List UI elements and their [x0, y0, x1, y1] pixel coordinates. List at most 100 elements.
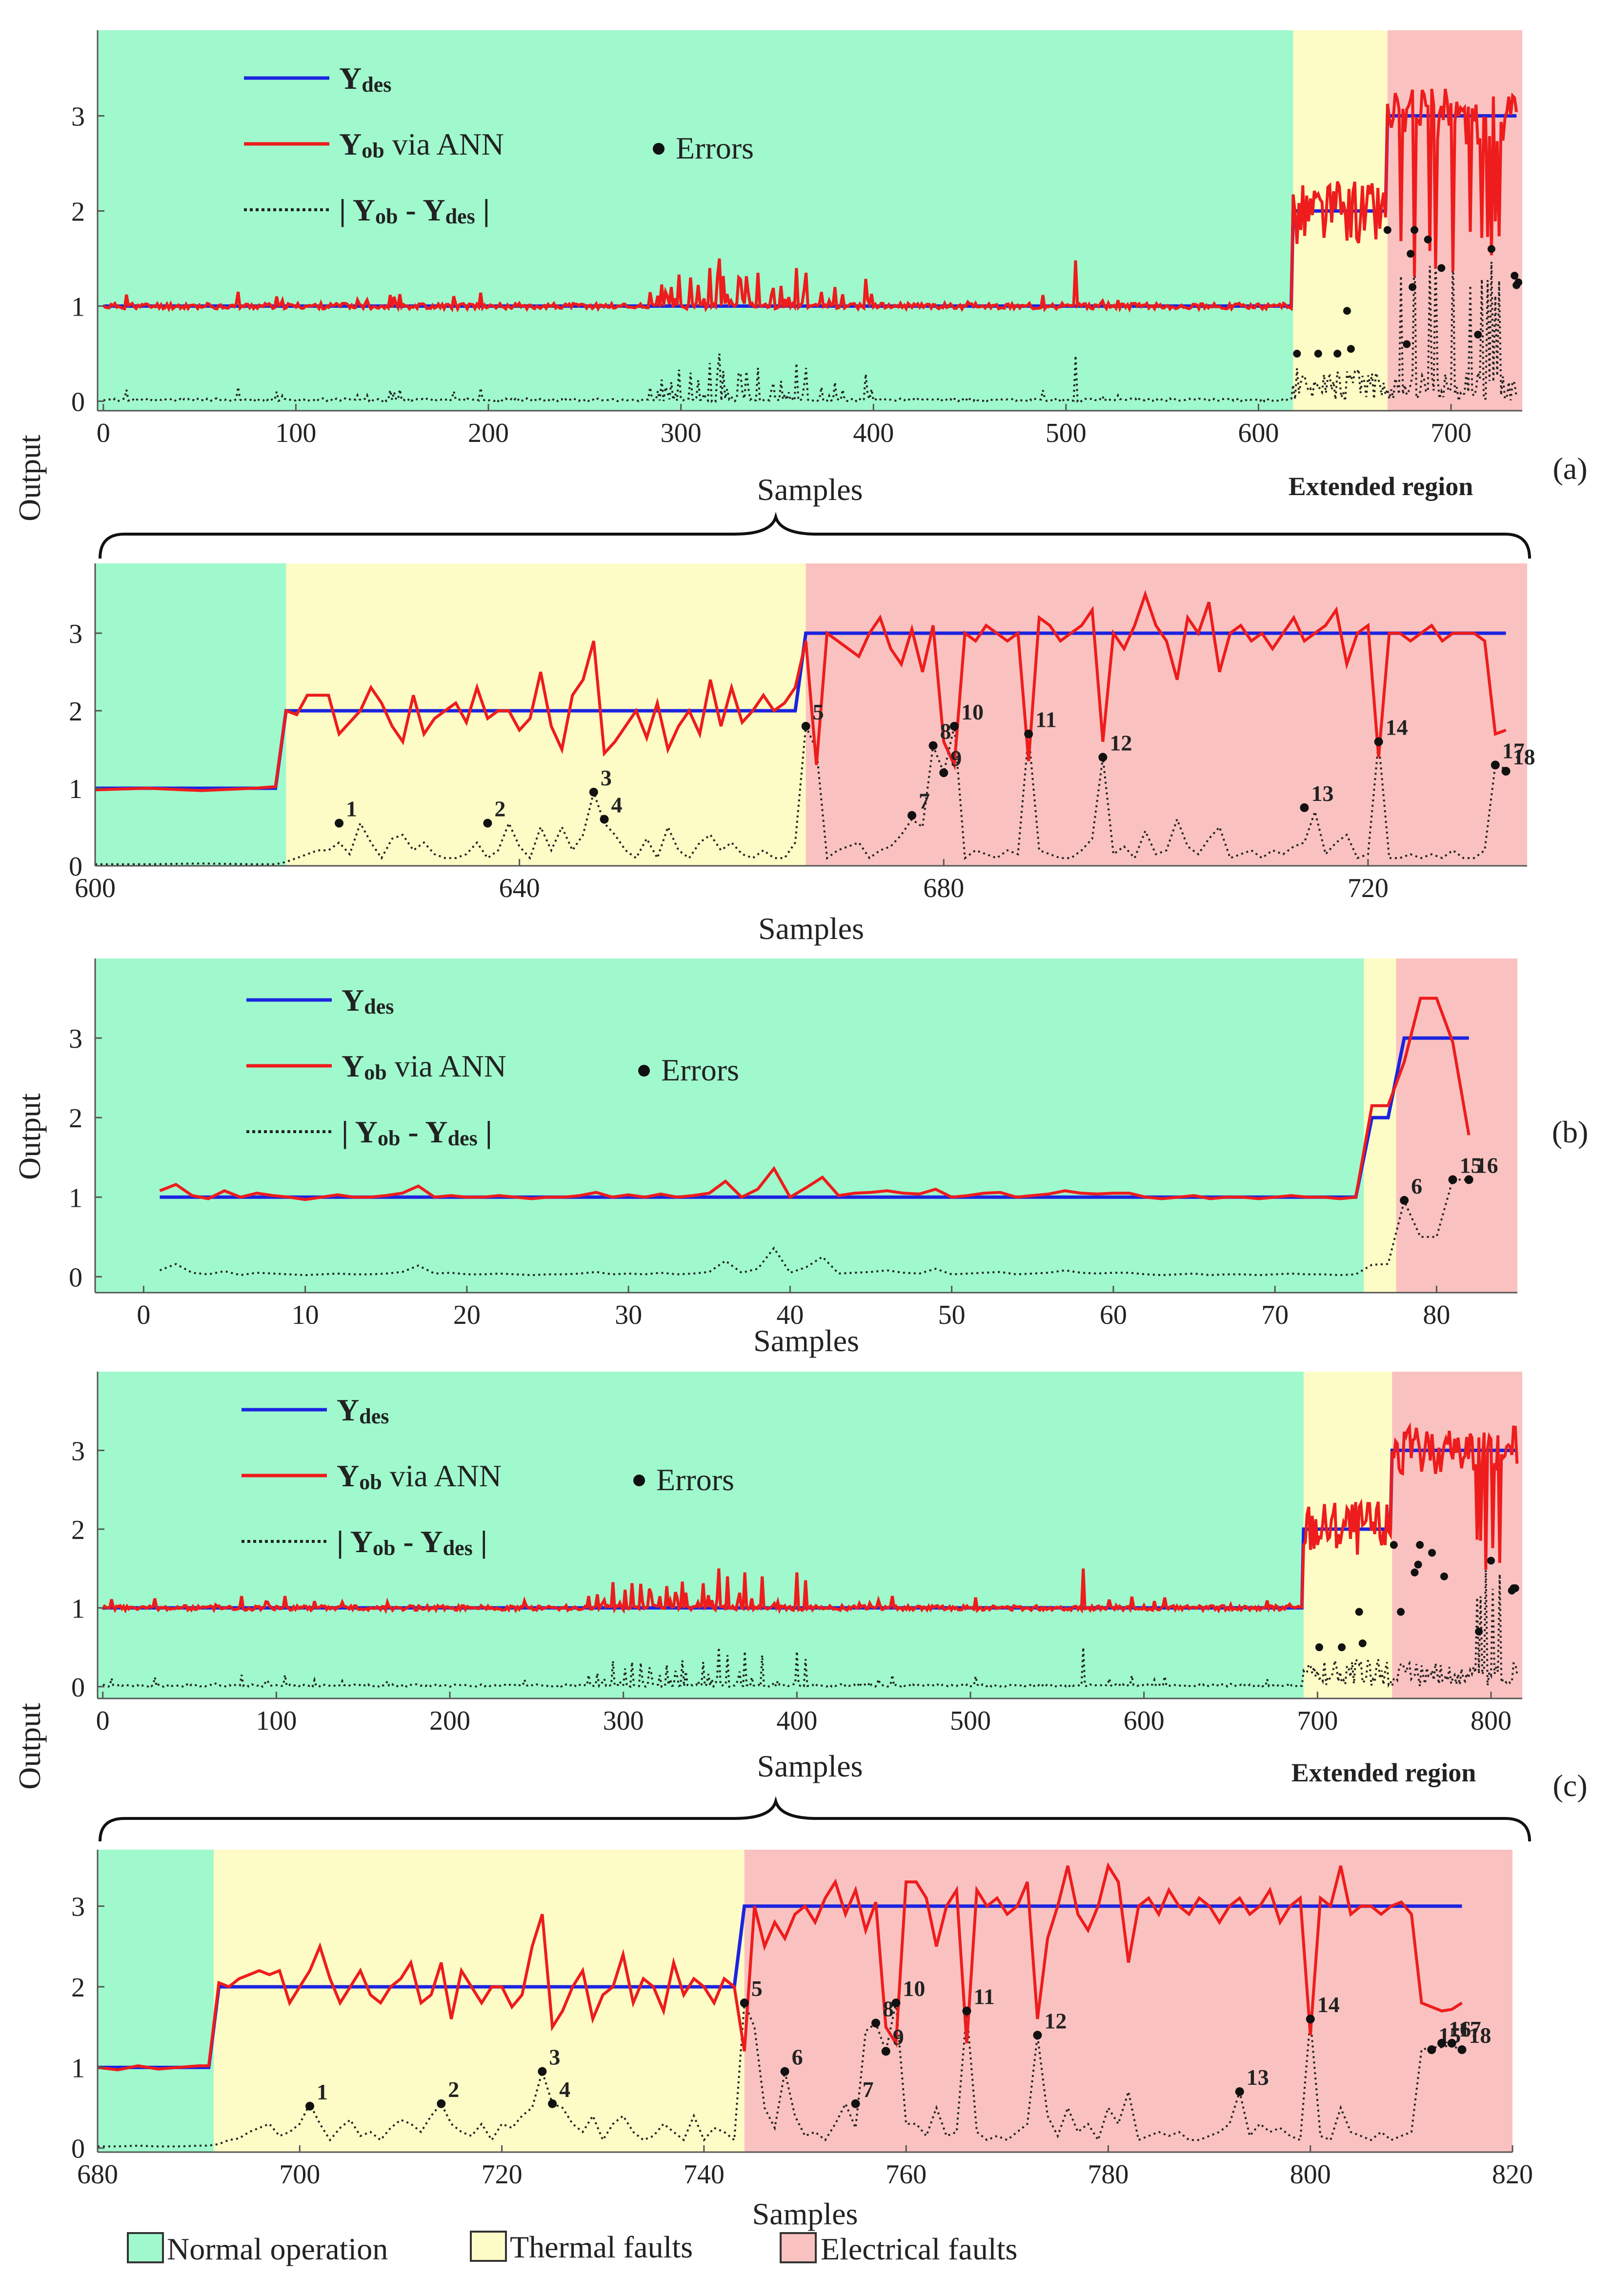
- x-axis-label: Samples: [752, 2196, 858, 2231]
- error-label: 10: [961, 699, 984, 724]
- error-point: [1514, 278, 1523, 286]
- error-point: [1457, 2045, 1467, 2055]
- x-tick-label: 80: [1423, 1300, 1450, 1330]
- y-tick-label: 2: [71, 1973, 85, 2003]
- error-point: [1448, 1175, 1457, 1184]
- error-point: [1428, 1549, 1436, 1557]
- region-electrical: [1396, 958, 1517, 1293]
- x-tick-label: 100: [275, 418, 316, 448]
- y-tick-label: 2: [69, 1103, 82, 1134]
- error-point: [1333, 350, 1342, 358]
- series-abs-error: [102, 1567, 1518, 1690]
- legend-text-abs: | Yob - Ydes |: [342, 1115, 492, 1150]
- error-label: 4: [611, 793, 623, 818]
- error-label: 17: [1502, 738, 1525, 763]
- region-normal: [98, 1850, 214, 2152]
- x-tick-label: 60: [1100, 1300, 1127, 1330]
- y-tick-label: 1: [71, 1594, 85, 1624]
- error-point: [1403, 340, 1411, 348]
- error-point: [881, 2047, 890, 2056]
- error-point: [780, 2067, 789, 2076]
- x-tick-label: 20: [453, 1300, 481, 1330]
- panel-tag-a: (a): [1553, 451, 1587, 486]
- ylabel-a: Output: [12, 435, 47, 521]
- region-normal: [98, 1372, 1304, 1698]
- error-label: 8: [940, 719, 951, 744]
- y-tick-label: 2: [71, 197, 85, 227]
- legend-label-normal: Normal operation: [167, 2232, 388, 2266]
- error-point: [801, 721, 810, 731]
- x-tick-label: 700: [1297, 1706, 1338, 1736]
- x-tick-label: 0: [97, 418, 110, 448]
- x-tick-label: 820: [1492, 2159, 1533, 2190]
- y-tick-label: 3: [71, 1436, 85, 1466]
- error-point: [1464, 1175, 1473, 1184]
- error-point: [1300, 803, 1309, 812]
- error-label: 14: [1317, 1992, 1340, 2017]
- error-label: 9: [950, 746, 962, 771]
- y-tick-label: 0: [69, 852, 82, 882]
- series-abs-error: [95, 722, 1507, 865]
- error-label: 9: [893, 2024, 904, 2049]
- error-point: [1487, 1557, 1495, 1565]
- error-point: [1427, 2045, 1436, 2055]
- region-electrical: [1392, 1372, 1522, 1698]
- error-point: [1437, 2038, 1446, 2048]
- legend-text-y-des: Ydes: [337, 1393, 389, 1428]
- series-y-ob: [97, 1862, 1463, 2072]
- error-label: 18: [1513, 744, 1535, 769]
- x-tick-label: 200: [468, 418, 509, 448]
- brace-a: [99, 512, 1531, 559]
- x-tick-label: 30: [615, 1300, 642, 1330]
- legend-marker-errors: [633, 1475, 645, 1486]
- error-point: [1511, 272, 1519, 280]
- x-tick-label: 10: [292, 1300, 319, 1330]
- series-y-ob: [95, 590, 1507, 792]
- error-point: [928, 741, 938, 750]
- panel-tag-b: (b): [1552, 1115, 1589, 1149]
- x-tick-label: 40: [776, 1300, 804, 1330]
- legend-text-errors: Errors: [656, 1462, 734, 1497]
- error-point: [1416, 1541, 1424, 1549]
- x-tick-label: 700: [1431, 418, 1472, 448]
- y-tick-label: 3: [71, 102, 85, 132]
- error-point: [1407, 250, 1415, 258]
- error-point: [1024, 729, 1033, 739]
- error-point: [1437, 264, 1446, 272]
- x-tick-label: 400: [776, 1706, 817, 1736]
- panel-c-full: 0 1 2 3 0 100 200 300 400 500 600 700 800 Samples Ydes…: [71, 1372, 1522, 1783]
- x-axis-label: Samples: [758, 911, 864, 946]
- x-tick-label: 780: [1088, 2159, 1129, 2190]
- error-point: [962, 2006, 971, 2016]
- series-abs-error: [159, 1178, 1469, 1277]
- y-tick-label: 3: [69, 619, 82, 649]
- error-label: 3: [549, 2045, 560, 2070]
- error-point: [1390, 1541, 1398, 1549]
- error-point: [891, 1998, 901, 2008]
- x-tick-label: 600: [1124, 1706, 1165, 1736]
- error-label: 17: [1459, 2016, 1481, 2041]
- error-point: [548, 2099, 557, 2108]
- x-tick-label: 100: [256, 1706, 297, 1736]
- region-thermal: [286, 563, 806, 866]
- error-point: [1400, 1196, 1409, 1205]
- x-tick-label: 720: [1348, 873, 1389, 903]
- x-tick-label: 760: [886, 2159, 927, 2190]
- error-point: [1475, 1627, 1483, 1636]
- panel-tag-c: (c): [1553, 1768, 1587, 1803]
- error-point: [305, 2101, 314, 2111]
- error-label: 7: [919, 789, 930, 814]
- error-point: [1314, 350, 1322, 358]
- extended-region-label-c: Extended region: [1291, 1758, 1476, 1787]
- error-point: [740, 1998, 749, 2008]
- error-point: [1491, 760, 1500, 770]
- error-label: 1: [346, 797, 357, 821]
- y-tick-label: 2: [71, 1515, 85, 1545]
- x-axis-label: Samples: [757, 472, 863, 507]
- error-point: [1293, 350, 1301, 358]
- error-point: [1424, 236, 1432, 243]
- x-tick-label: 680: [923, 873, 964, 903]
